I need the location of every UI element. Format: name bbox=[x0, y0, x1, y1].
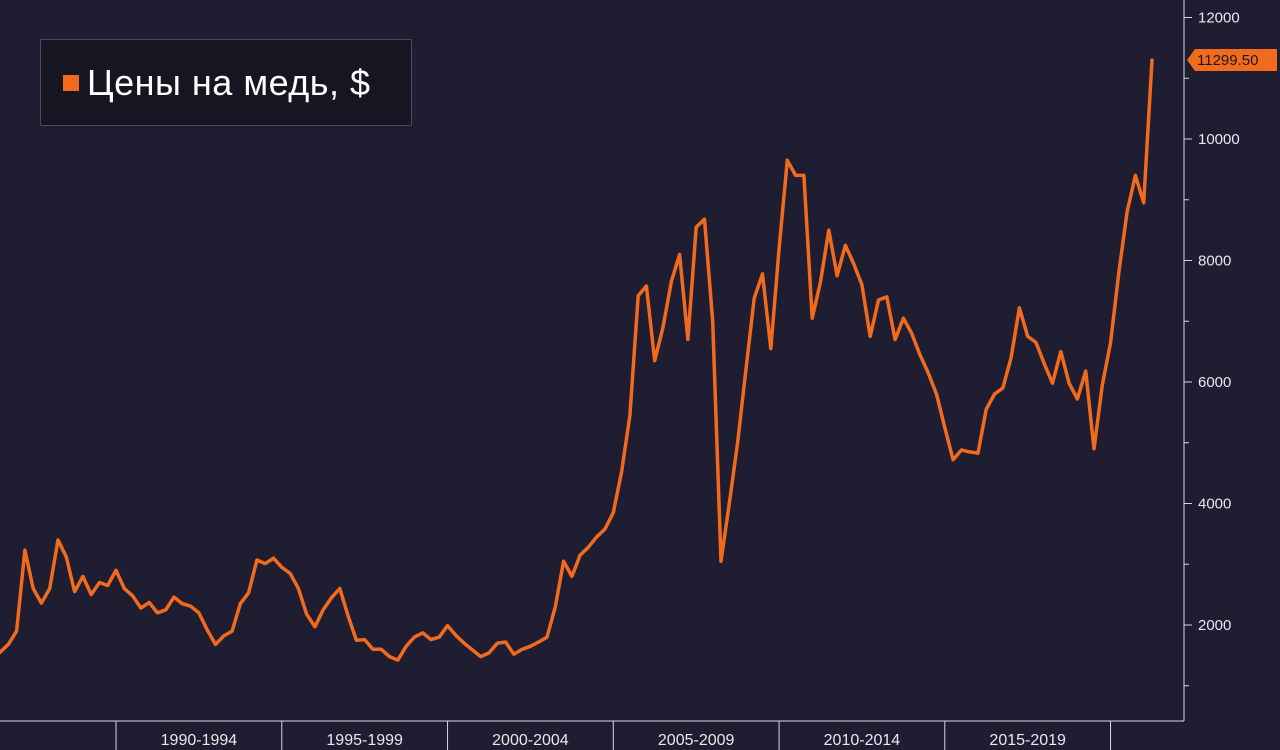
y-tick-label: 8000 bbox=[1198, 253, 1231, 270]
last-value-tag: 11299.50 bbox=[1187, 49, 1277, 72]
x-period-label: 1990-1994 bbox=[161, 732, 238, 749]
y-axis-ticks: 2000 4000 6000 8000 10000 12000 bbox=[1184, 10, 1240, 687]
x-period-label: 2015-2019 bbox=[989, 732, 1066, 749]
x-period-label: 2005-2009 bbox=[658, 732, 735, 749]
series-line-copper-price bbox=[0, 58, 1154, 662]
axes bbox=[0, 0, 1185, 722]
legend-label: Цены на медь, $ bbox=[87, 61, 371, 103]
last-value-tag-background bbox=[1187, 49, 1277, 72]
x-axis-ticks: 1990-1994 1995-1999 2000-2004 2005-2009 2010… bbox=[115, 721, 1112, 750]
x-period-label: 1995-1999 bbox=[326, 732, 403, 749]
y-tick-label: 2000 bbox=[1198, 617, 1231, 634]
x-period-label: 2000-2004 bbox=[492, 732, 569, 749]
x-period-label: 2010-2014 bbox=[824, 732, 901, 749]
legend: Цены на медь, $ bbox=[40, 39, 412, 126]
y-tick-label: 10000 bbox=[1198, 131, 1240, 148]
y-tick-label: 4000 bbox=[1198, 496, 1231, 513]
legend-swatch bbox=[63, 74, 79, 91]
y-tick-label: 12000 bbox=[1198, 10, 1240, 27]
last-value-label: 11299.50 bbox=[1197, 52, 1258, 69]
y-tick-label: 6000 bbox=[1198, 374, 1231, 391]
